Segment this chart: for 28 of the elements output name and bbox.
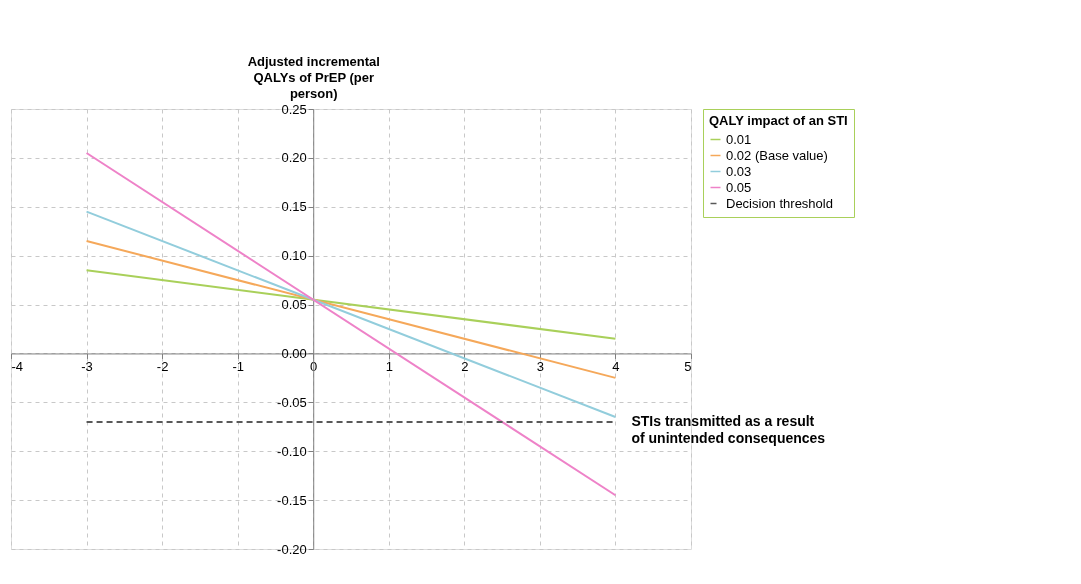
y-tick-label: 0.15 [281,199,307,215]
y-tick-label: 0.10 [281,248,307,264]
y-tick-label: -0.10 [277,443,307,459]
x-tick-label: 3 [536,358,545,374]
legend-label: Decision threshold [726,195,833,211]
y-tick-label: 0.00 [281,345,307,361]
annotation: STIs transmitted as a result of unintended consequences [631,412,826,446]
y-tick-label: -0.05 [277,394,307,410]
x-tick-label: 5 [684,358,692,374]
x-tick-label: 0 [310,358,318,374]
legend-label: 0.05 [726,179,752,195]
legend-label: 0.01 [726,131,752,147]
legend-label: 0.02 (Base value) [726,147,828,163]
x-tick-label: -4 [11,358,24,374]
legend-label: 0.03 [726,163,752,179]
y-tick-label: -0.20 [277,541,307,557]
legend-title: QALY impact of an STI [709,113,848,128]
x-tick-label: -2 [156,358,169,374]
x-tick-label: 2 [461,358,469,374]
y-tick-label: 0.20 [281,150,307,166]
y-tick-label: -0.15 [277,492,307,508]
x-tick-label: 1 [385,358,393,374]
y-tick-label: 0.25 [281,101,307,117]
x-tick-label: -1 [232,358,244,374]
y-tick-label: 0.05 [281,297,307,313]
x-tick-label: -3 [81,358,93,374]
y-axis-title: Adjusted incremental QALYs of PrEP (per person) [247,53,380,101]
x-tick-label: 4 [612,358,620,374]
